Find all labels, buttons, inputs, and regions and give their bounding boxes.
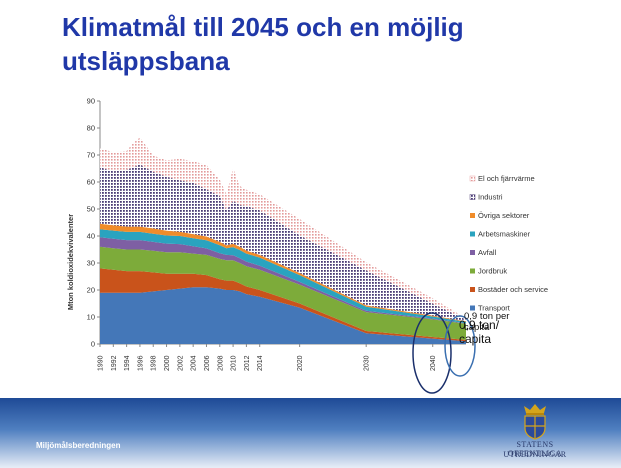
area-arbetsmaskiner <box>100 229 466 324</box>
legend-swatch <box>470 213 475 218</box>
legend-swatch <box>469 194 476 200</box>
x-tick-label: 1994 <box>124 355 131 371</box>
y-tick-label: 10 <box>87 313 95 322</box>
legend-swatch <box>470 268 475 274</box>
crown-emblem-icon <box>524 404 546 440</box>
area-jordbruk <box>100 246 466 340</box>
annotation-small: 0,9 ton per capita <box>464 311 510 333</box>
legend-label: Övriga sektorer <box>478 211 530 220</box>
footer-organization: Miljömålsberedningen <box>36 441 121 450</box>
x-tick-label: 2012 <box>244 355 251 371</box>
chart-legend: El och fjärrvärme Industri Övriga sektorer… <box>469 174 548 313</box>
legend-label: Transport <box>478 304 511 313</box>
legend-label: Avfall <box>478 248 497 257</box>
x-tick-label: 1996 <box>137 355 144 371</box>
x-tick-label: 2000 <box>164 355 171 371</box>
y-tick-label: 20 <box>87 286 95 295</box>
y-tick-label: 50 <box>87 205 95 214</box>
x-tick-label: 2014 <box>257 355 264 371</box>
x-tick-label: 2006 <box>204 355 211 371</box>
y-tick-label: 40 <box>87 232 95 241</box>
x-tick-label: 1990 <box>98 355 105 371</box>
sou-logo: STATENS OFFENTLIGA UTREDNINGAR <box>490 404 580 466</box>
logo-text-line1: STATENS OFFENTLIGA <box>507 440 563 458</box>
area-industri <box>100 164 466 322</box>
legend-swatch <box>469 175 476 182</box>
x-tick-label: 2010 <box>231 355 238 371</box>
y-tick-label: 60 <box>87 178 95 187</box>
area-avfall <box>100 237 466 324</box>
y-axis-label: Mton koldioxidekvivalenter <box>66 214 75 310</box>
x-tick-label: 1992 <box>111 355 118 371</box>
area-transport <box>100 287 466 344</box>
legend-swatch <box>470 231 475 237</box>
annotation-large: 0,9 ton/ capita <box>459 318 500 346</box>
x-tick-label: 2008 <box>217 355 224 371</box>
x-tick-label: 2002 <box>177 355 184 371</box>
y-tick-label: 0 <box>91 340 95 349</box>
area-bost-der-och-service <box>100 268 466 342</box>
y-tick-label: 70 <box>87 151 95 160</box>
y-tick-label: 80 <box>87 124 95 133</box>
x-tick-label: 2040 <box>430 355 437 371</box>
y-tick-label: 90 <box>87 97 95 106</box>
legend-swatch <box>470 305 475 311</box>
x-tick-label: 2030 <box>364 355 371 371</box>
slide-title: Klimatmål till 2045 och en möjlig utsläp… <box>62 12 464 76</box>
highlight-ellipse-2045 <box>444 315 476 377</box>
x-tick-label: 2004 <box>191 355 198 371</box>
footer-band <box>0 398 621 468</box>
stacked-areas <box>100 137 466 344</box>
logo-text-line2: UTREDNINGAR <box>503 450 567 459</box>
highlight-ellipse-2040 <box>412 312 452 394</box>
legend-label: El och fjärrvärme <box>478 174 535 183</box>
legend-swatch <box>470 287 475 292</box>
area-el-och-fj-rrv-rme <box>100 137 466 320</box>
legend-label: Bostäder och service <box>478 285 548 294</box>
x-tick-label: 2020 <box>297 355 304 371</box>
legend-label: Arbetsmaskiner <box>478 230 531 239</box>
legend-swatch <box>470 250 475 255</box>
y-tick-label: 30 <box>87 259 95 268</box>
legend-label: Jordbruk <box>478 267 507 276</box>
x-tick-label: 1998 <box>151 355 158 371</box>
legend-label: Industri <box>478 193 503 202</box>
